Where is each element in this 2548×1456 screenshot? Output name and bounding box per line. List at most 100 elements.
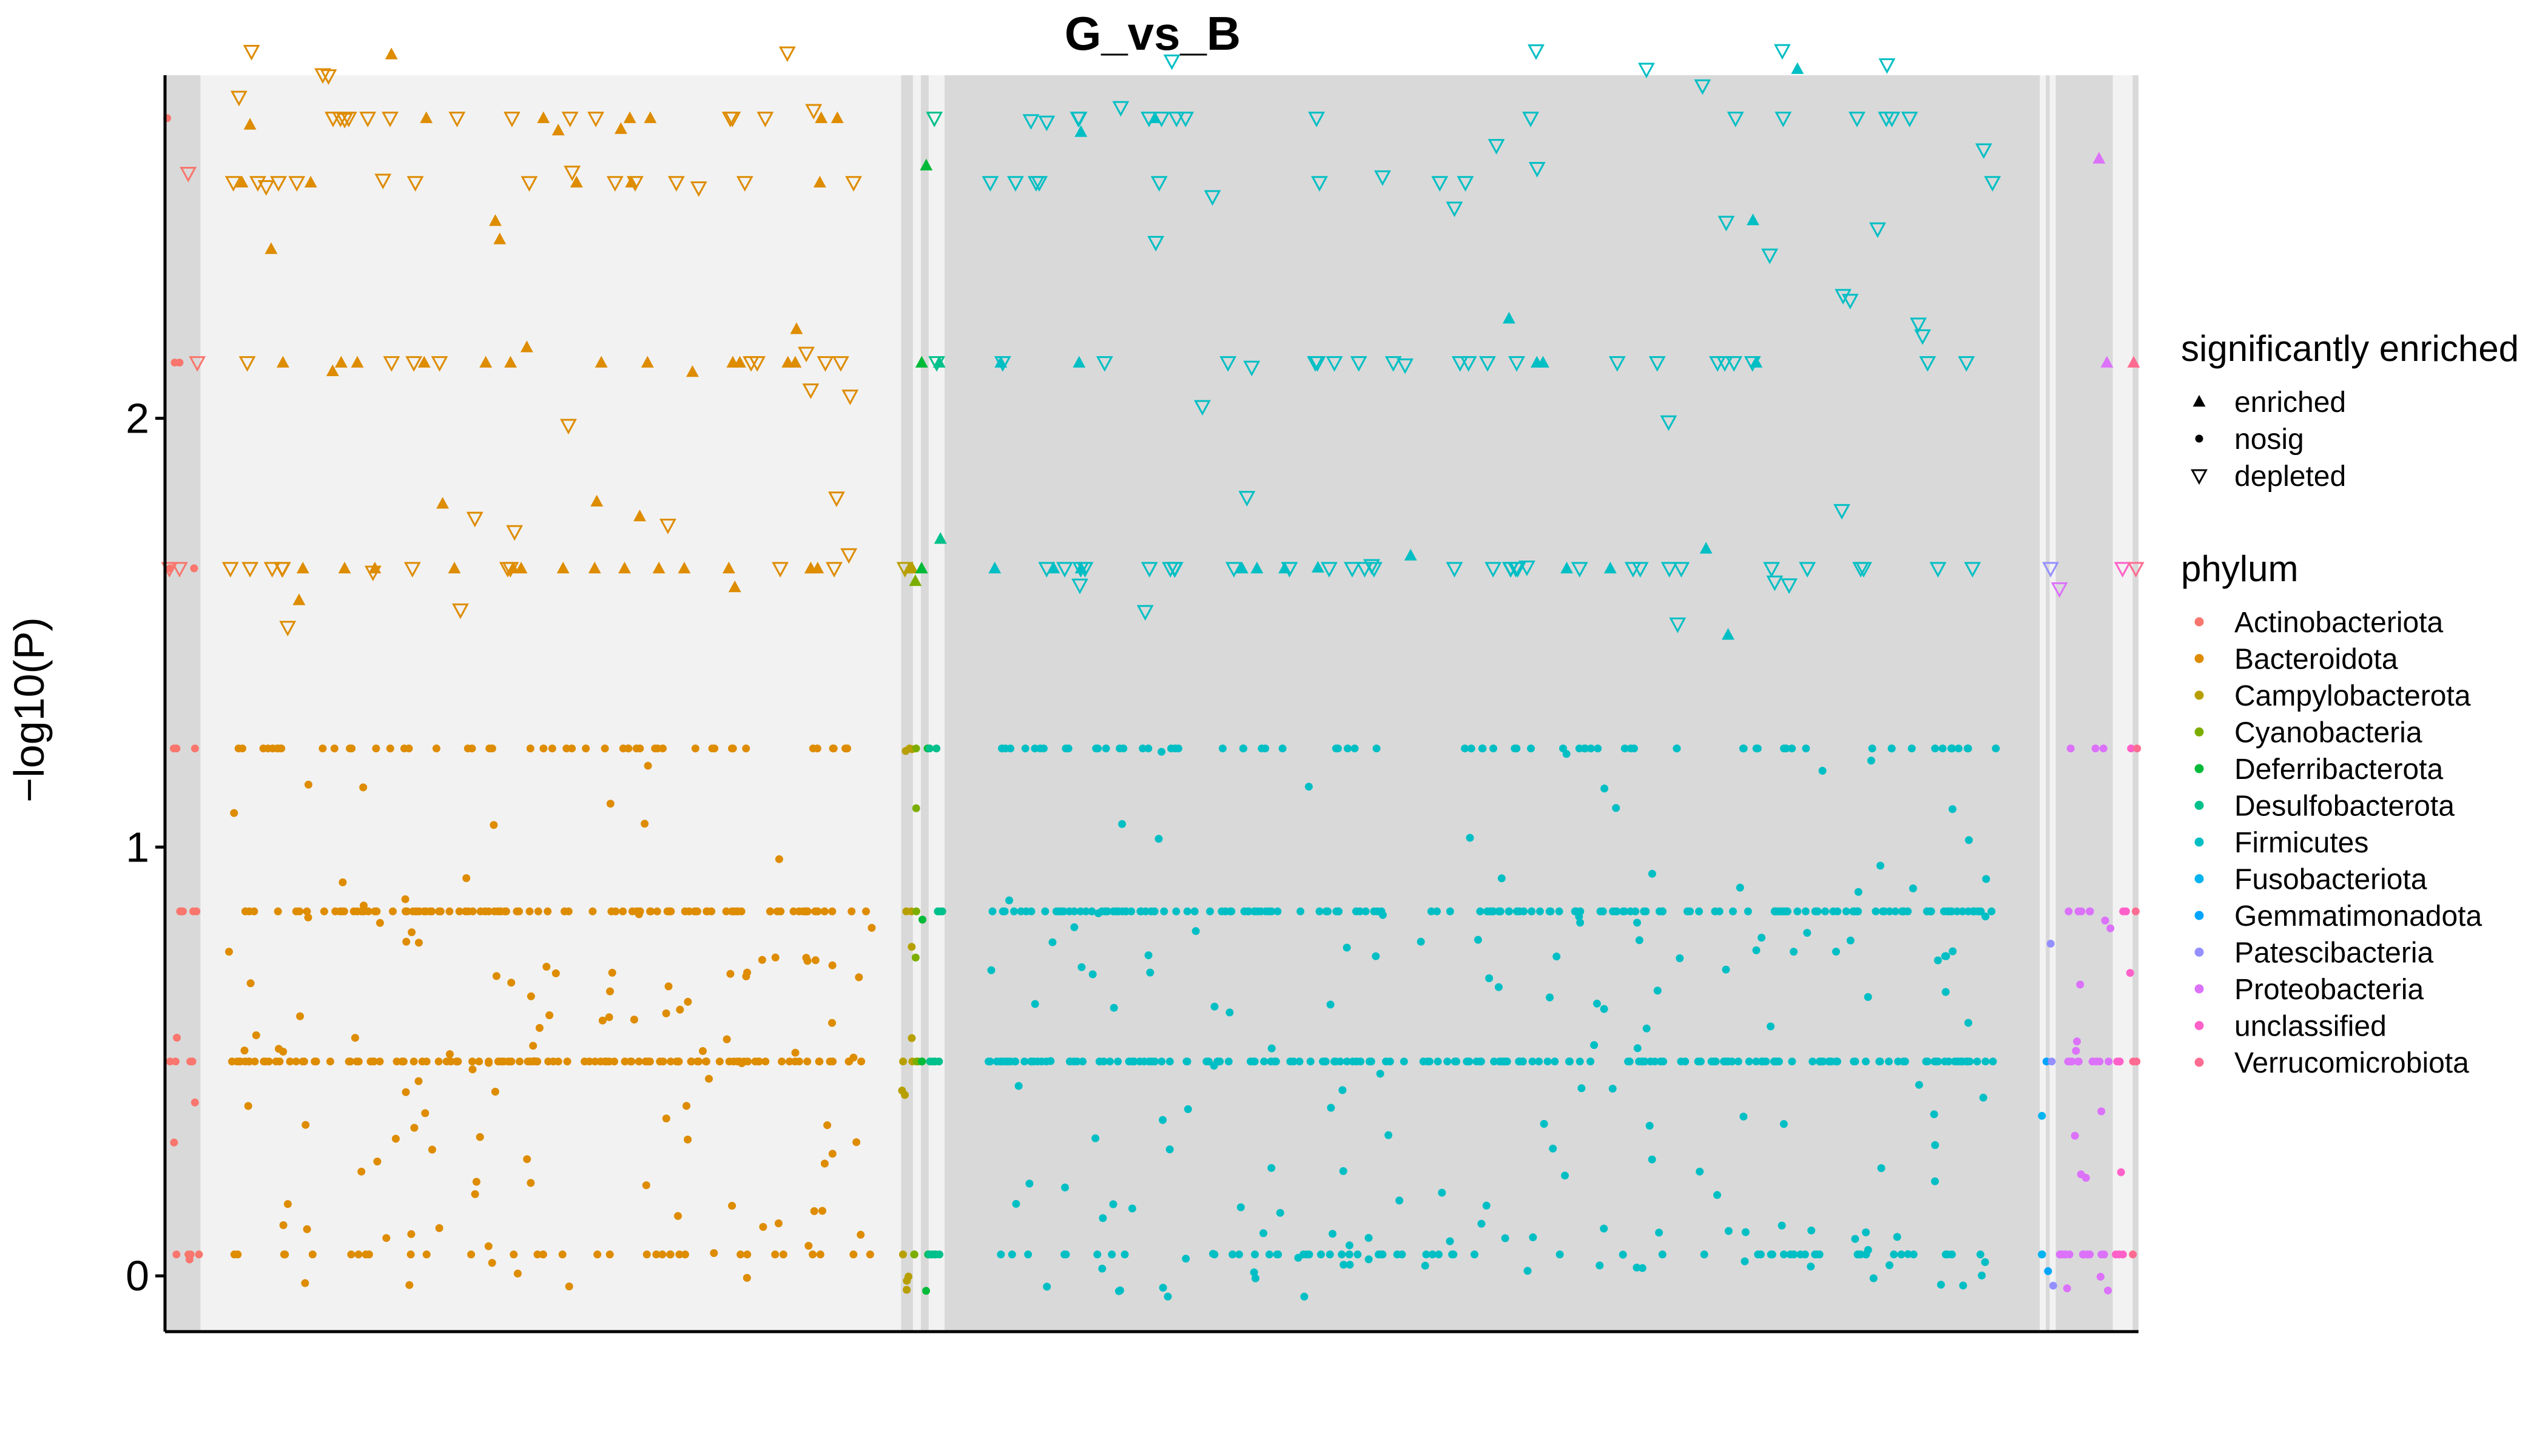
point-firmicutes-depleted [1446, 201, 1463, 218]
point-firmicutes-nosig [1741, 1228, 1750, 1236]
legend-firmicutes-swatch [2194, 837, 2204, 847]
point-firmicutes-nosig [1031, 744, 1039, 753]
phylum-legend-label: Deferribacterota [2234, 753, 2443, 786]
point-bacteroidota-nosig [347, 1250, 356, 1259]
point-firmicutes-depleted [1910, 317, 1927, 334]
point-firmicutes-nosig [1876, 861, 1884, 870]
point-bacteroidota-nosig [828, 1019, 836, 1027]
point-bacteroidota-nosig [241, 1057, 249, 1066]
point-bacteroidota-nosig [848, 907, 856, 915]
point-firmicutes-enriched [1722, 628, 1734, 640]
point-firmicutes-nosig [1872, 907, 1880, 915]
point-firmicutes-nosig [1144, 951, 1153, 960]
point-firmicutes-nosig [1020, 1057, 1029, 1066]
point-bacteroidota-nosig [544, 1057, 553, 1066]
point-bacteroidota-depleted [587, 112, 605, 127]
point-bacteroidota-depleted [221, 562, 239, 578]
point-firmicutes-depleted [1153, 112, 1170, 127]
point-firmicutes-nosig [1635, 936, 1643, 945]
point-firmicutes-nosig [1966, 1057, 1974, 1066]
point-patescibacteria-depleted [2042, 562, 2060, 578]
point-bacteroidota-nosig [494, 1057, 502, 1066]
band-gemmatimonadota [2046, 75, 2050, 1332]
point-firmicutes-nosig [1638, 1264, 1646, 1272]
point-firmicutes-nosig [1364, 1234, 1373, 1242]
point-firmicutes-nosig [1183, 907, 1191, 915]
point-bacteroidota-nosig [642, 1250, 651, 1259]
point-verrucomicrobiota-nosig [2131, 907, 2140, 915]
point-firmicutes-depleted [1150, 176, 1168, 192]
point-firmicutes-nosig [1933, 956, 1942, 965]
point-firmicutes-depleted [1841, 294, 1859, 310]
point-bacteroidota-nosig [852, 1138, 861, 1147]
point-firmicutes-nosig [1767, 1250, 1776, 1259]
point-firmicutes-nosig [1377, 907, 1386, 915]
point-bacteroidota-nosig [733, 907, 742, 915]
point-firmicutes-depleted [1027, 176, 1045, 192]
point-bacteroidota-nosig [468, 907, 477, 915]
point-bacteroidota-nosig [407, 1230, 416, 1238]
phylum-legend-label: Firmicutes [2234, 827, 2368, 859]
point-firmicutes-enriched [1235, 561, 1249, 574]
point-firmicutes-nosig [1909, 884, 1917, 892]
point-proteobacteria-enriched [2100, 356, 2114, 368]
point-firmicutes-nosig [1352, 907, 1360, 915]
point-bacteroidota-nosig [476, 1133, 484, 1141]
point-bacteroidota-depleted [374, 174, 392, 190]
point-bacteroidota-nosig [318, 744, 327, 753]
point-firmicutes-nosig [1329, 1230, 1336, 1238]
point-firmicutes-nosig [998, 744, 1006, 753]
point-firmicutes-nosig [1393, 1250, 1401, 1259]
point-firmicutes-depleted [1457, 176, 1474, 192]
point-firmicutes-nosig [1286, 1057, 1295, 1066]
point-firmicutes-nosig [1476, 907, 1485, 915]
point-firmicutes-nosig [1543, 1057, 1552, 1066]
band-desulfobacterota [928, 75, 945, 1332]
point-firmicutes-nosig [1850, 907, 1859, 915]
point-bacteroidota-nosig [771, 1250, 780, 1259]
point-bacteroidota-nosig [348, 744, 356, 753]
point-bacteroidota-nosig [743, 968, 752, 977]
point-firmicutes-nosig [1025, 1179, 1034, 1188]
point-firmicutes-depleted [1374, 170, 1391, 186]
point-firmicutes-nosig [1165, 1145, 1174, 1154]
y-tick-label: 0 [126, 1252, 149, 1299]
point-bacteroidota-nosig [761, 1057, 770, 1066]
point-firmicutes-depleted [1321, 562, 1338, 578]
point-firmicutes-nosig [1139, 744, 1147, 753]
point-bacteroidota-nosig [409, 907, 417, 915]
point-campylobacterota-nosig [901, 1091, 909, 1099]
point-firmicutes-nosig [1113, 907, 1121, 915]
point-firmicutes-nosig [1624, 1057, 1633, 1066]
point-firmicutes-depleted [1528, 44, 1545, 60]
point-firmicutes-nosig [1886, 1261, 1893, 1269]
point-bacteroidota-nosig [279, 1048, 288, 1056]
point-firmicutes-nosig [1345, 1250, 1353, 1259]
point-bacteroidota-enriched [351, 356, 364, 368]
point-bacteroidota-nosig [490, 821, 498, 829]
point-bacteroidota-depleted [405, 356, 423, 372]
point-bacteroidota-depleted [359, 112, 377, 127]
point-firmicutes-nosig [1833, 1057, 1841, 1066]
point-bacteroidota-nosig [330, 744, 339, 753]
point-firmicutes-nosig [1711, 1057, 1720, 1066]
point-bacteroidota-nosig [606, 800, 615, 808]
point-deferribacterota-nosig [917, 1057, 926, 1066]
point-firmicutes-nosig [1842, 907, 1850, 915]
point-firmicutes-nosig [1577, 1084, 1586, 1093]
point-cyanobacteria-nosig [910, 1250, 918, 1259]
point-bacteroidota-nosig [245, 907, 254, 915]
point-firmicutes-depleted [1624, 562, 1642, 578]
point-firmicutes-nosig [1930, 1110, 1938, 1119]
band-patescibacteria [2049, 75, 2056, 1332]
point-firmicutes-nosig [985, 1057, 993, 1066]
point-patescibacteria-nosig [2046, 940, 2055, 948]
point-bacteroidota-depleted [274, 562, 291, 578]
point-firmicutes-nosig [1941, 988, 1950, 996]
point-firmicutes-depleted [1141, 112, 1158, 127]
point-bacteroidota-nosig [251, 1057, 259, 1066]
point-bacteroidota-nosig [359, 783, 368, 792]
phylum-legend-label: Patescibacteria [2234, 937, 2433, 969]
point-bacteroidota-nosig [564, 907, 573, 915]
point-firmicutes-nosig [1851, 1235, 1859, 1243]
